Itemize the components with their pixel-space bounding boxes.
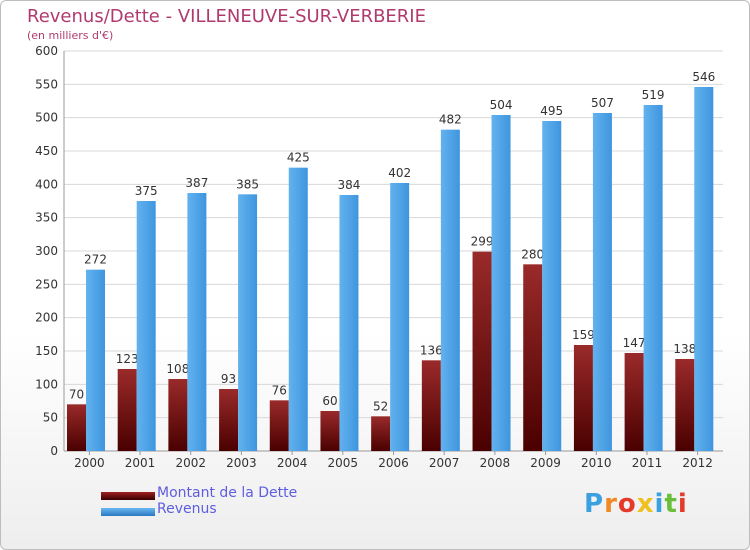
y-tick-label: 150 bbox=[35, 344, 58, 358]
x-tick-label: 2010 bbox=[581, 456, 612, 470]
data-label-dette: 299 bbox=[471, 235, 494, 249]
bar-revenus bbox=[238, 194, 258, 452]
bar-dette bbox=[219, 389, 239, 451]
data-label-dette: 138 bbox=[673, 342, 696, 356]
x-tick-label: 2003 bbox=[226, 456, 257, 470]
logo-letter: o bbox=[617, 489, 637, 519]
chart-title: Revenus/Dette - VILLENEUVE-SUR-VERBERIE bbox=[27, 6, 426, 27]
bar-dette bbox=[371, 416, 391, 451]
data-label-revenus: 546 bbox=[692, 70, 715, 84]
y-tick-label: 100 bbox=[35, 377, 58, 391]
data-label-revenus: 384 bbox=[338, 178, 361, 192]
x-tick-label: 2007 bbox=[429, 456, 460, 470]
y-tick-label: 200 bbox=[35, 311, 58, 325]
data-label-dette: 147 bbox=[623, 336, 646, 350]
y-tick-label: 50 bbox=[43, 411, 58, 425]
x-tick-label: 2012 bbox=[682, 456, 713, 470]
data-label-revenus: 425 bbox=[287, 151, 310, 165]
data-label-dette: 159 bbox=[572, 328, 595, 342]
bar-revenus bbox=[491, 115, 511, 451]
data-label-dette: 123 bbox=[116, 352, 139, 366]
bar-revenus bbox=[643, 105, 663, 451]
y-tick-label: 350 bbox=[35, 211, 58, 225]
bar-revenus bbox=[440, 129, 460, 451]
x-tick-label: 2011 bbox=[632, 456, 663, 470]
chart-subtitle: (en milliers d'€) bbox=[27, 29, 114, 42]
bar-dette bbox=[523, 264, 543, 451]
bar-revenus bbox=[187, 193, 207, 451]
x-tick-label: 2006 bbox=[378, 456, 409, 470]
y-tick-label: 500 bbox=[35, 111, 58, 125]
logo-letter: x bbox=[636, 489, 655, 519]
data-label-dette: 70 bbox=[69, 387, 84, 401]
bar-dette bbox=[624, 353, 644, 451]
data-label-dette: 136 bbox=[420, 343, 443, 357]
bar-revenus bbox=[288, 167, 308, 451]
bar-dette bbox=[269, 400, 289, 451]
bar-dette bbox=[320, 411, 340, 451]
data-label-revenus: 385 bbox=[236, 177, 259, 191]
x-tick-label: 2008 bbox=[480, 456, 511, 470]
bar-dette bbox=[67, 404, 86, 451]
x-tick-label: 2000 bbox=[74, 456, 105, 470]
y-tick-label: 400 bbox=[35, 177, 58, 191]
data-label-revenus: 504 bbox=[490, 98, 513, 112]
y-tick-label: 550 bbox=[35, 77, 58, 91]
legend-label-dette: Montant de la Dette bbox=[157, 485, 298, 501]
bar-revenus bbox=[390, 183, 410, 451]
x-tick-label: 2004 bbox=[277, 456, 308, 470]
bar-revenus bbox=[86, 269, 105, 451]
data-label-revenus: 495 bbox=[540, 104, 563, 118]
data-label-dette: 76 bbox=[272, 383, 287, 397]
data-label-revenus: 387 bbox=[185, 176, 208, 190]
logo-letter: i bbox=[654, 489, 665, 519]
y-tick-label: 600 bbox=[35, 44, 58, 58]
data-label-revenus: 482 bbox=[439, 113, 462, 127]
legend-swatch-revenus bbox=[101, 508, 155, 516]
y-tick-label: 300 bbox=[35, 244, 58, 258]
data-label-revenus: 402 bbox=[388, 166, 411, 180]
x-tick-label: 2005 bbox=[328, 456, 359, 470]
logo-letter: i bbox=[677, 489, 688, 519]
x-tick-label: 2002 bbox=[175, 456, 206, 470]
proxiti-logo: Proxiti bbox=[584, 489, 688, 519]
legend-swatch-dette bbox=[101, 492, 155, 500]
data-label-dette: 108 bbox=[166, 362, 189, 376]
bar-dette bbox=[472, 251, 492, 451]
bar-dette bbox=[117, 369, 137, 451]
data-label-dette: 93 bbox=[221, 372, 236, 386]
bar-revenus bbox=[339, 195, 359, 451]
data-label-dette: 280 bbox=[521, 247, 544, 261]
bar-revenus bbox=[592, 113, 612, 451]
bar-revenus bbox=[694, 87, 714, 451]
bar-dette bbox=[168, 379, 188, 451]
data-label-revenus: 375 bbox=[135, 184, 158, 198]
bar-dette bbox=[421, 360, 441, 451]
legend-label-revenus: Revenus bbox=[157, 501, 217, 517]
bar-dette bbox=[675, 359, 695, 451]
logo-letter: t bbox=[664, 489, 678, 519]
logo-letter: P bbox=[584, 489, 605, 519]
bar-dette bbox=[573, 345, 593, 451]
data-label-revenus: 519 bbox=[642, 88, 665, 102]
data-label-dette: 60 bbox=[322, 394, 337, 408]
y-tick-label: 450 bbox=[35, 144, 58, 158]
bar-revenus bbox=[136, 201, 156, 451]
data-label-revenus: 272 bbox=[84, 253, 107, 267]
y-tick-label: 250 bbox=[35, 277, 58, 291]
data-label-revenus: 507 bbox=[591, 96, 614, 110]
logo-letter: r bbox=[604, 489, 618, 519]
data-label-dette: 52 bbox=[373, 399, 388, 413]
x-tick-label: 2009 bbox=[530, 456, 561, 470]
x-tick-label: 2001 bbox=[125, 456, 156, 470]
y-tick-label: 0 bbox=[50, 444, 58, 458]
bar-revenus bbox=[542, 121, 562, 451]
